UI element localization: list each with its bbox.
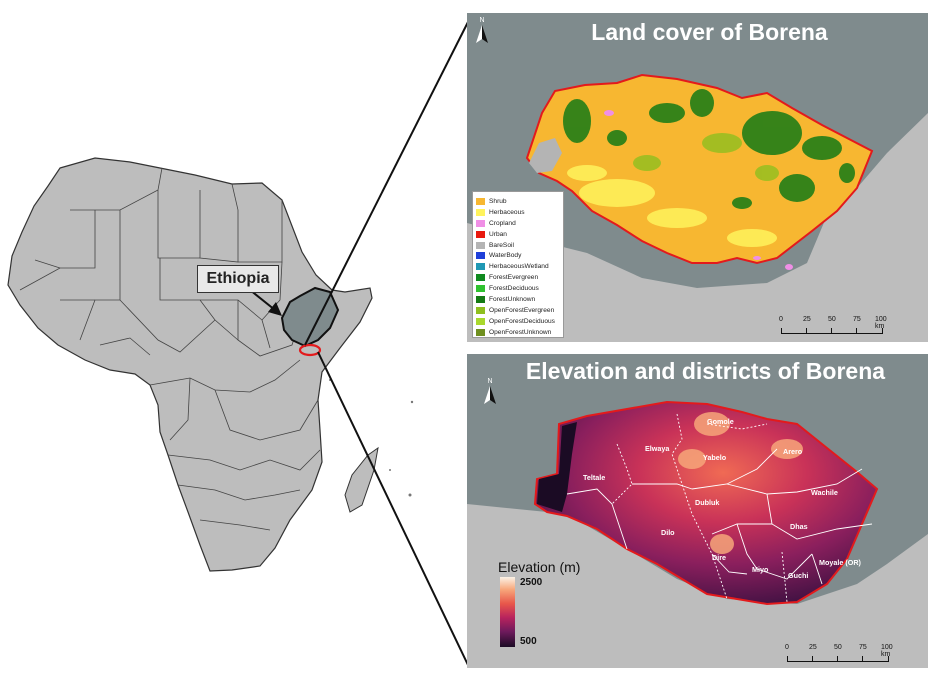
district-label: Arero (783, 447, 803, 456)
colorbar-min-label: 500 (520, 636, 537, 647)
legend-swatch (476, 274, 485, 282)
scale-label: 75 (853, 316, 861, 323)
scale-label: 100 km (881, 644, 893, 658)
zoom-line-bottom (317, 351, 469, 666)
legend-label: OpenForestUnknown (489, 328, 552, 336)
district-label: Teltale (583, 473, 606, 482)
legend-label: WaterBody (489, 252, 522, 260)
borena-study-area (298, 343, 322, 357)
district-label: Elwaya (645, 444, 670, 453)
land-cover-map (467, 73, 928, 342)
legend-label: ForestUnknown (489, 295, 536, 303)
land-cover-legend: Shrub Herbaceous Cropland Urban BareSoil Wate… (472, 191, 564, 338)
legend-swatch (476, 285, 485, 293)
legend-label: Cropland (489, 219, 516, 227)
legend-label: HerbaceousWetland (489, 263, 549, 271)
scale-bar: 0 25 50 75 100 km (785, 644, 897, 666)
elevation-title: Elevation and districts of Borena (525, 358, 886, 384)
district-label: Miyo (752, 565, 769, 574)
district-label: Yabelo (703, 453, 727, 462)
madagascar (344, 446, 379, 513)
legend-label: ForestEvergreen (489, 274, 539, 282)
legend-item: Urban (473, 229, 563, 240)
legend-swatch (476, 263, 485, 271)
legend-swatch (476, 252, 485, 260)
scale-bar: 0 25 50 75 100 km (779, 316, 891, 338)
country-borders (19, 167, 321, 531)
africa-continent (7, 157, 373, 572)
district-label: Dubluk (695, 498, 720, 507)
legend-swatch (476, 317, 485, 325)
district-label: Dilo (661, 528, 675, 537)
district-boundaries (566, 413, 873, 603)
district-label: Guchi (788, 571, 809, 580)
legend-item: BareSoil (473, 240, 563, 251)
ethiopia-country (280, 286, 340, 348)
scale-label: 50 (834, 644, 842, 651)
legend-item: ForestEvergreen (473, 272, 563, 283)
colorbar-max-label: 2500 (520, 577, 543, 588)
legend-swatch (476, 295, 485, 303)
legend-item: OpenForestDeciduous (473, 316, 563, 327)
scale-label: 100 km (875, 316, 887, 330)
legend-label: Shrub (489, 197, 507, 205)
district-label: Moyale (OR) (819, 558, 861, 567)
legend-item: Shrub (473, 196, 563, 207)
legend-item: WaterBody (473, 250, 563, 261)
callout-arrow (249, 289, 276, 311)
elevation-panel: Elevation and districts of Borena N Gomo… (467, 354, 928, 668)
legend-item: HerbaceousWetland (473, 261, 563, 272)
legend-swatch (476, 306, 485, 314)
scale-label: 0 (785, 644, 789, 651)
land-cover-title: Land cover of Borena (591, 19, 828, 45)
legend-swatch (476, 328, 485, 336)
legend-item: OpenForestEvergreen (473, 305, 563, 316)
land-cover-panel: Land cover of Borena N Shrub Herbaceous Cr… (467, 13, 928, 342)
legend-label: Urban (489, 230, 507, 238)
legend-item: Cropland (473, 218, 563, 229)
legend-label: OpenForestEvergreen (489, 306, 555, 314)
legend-label: OpenForestDeciduous (489, 317, 555, 325)
scale-label: 50 (828, 316, 836, 323)
elevation-colorbar (500, 577, 515, 647)
zoom-line-top (304, 21, 469, 346)
legend-swatch (476, 208, 485, 216)
district-label: Dire (712, 553, 726, 562)
district-label: Wachile (811, 488, 838, 497)
scale-label: 25 (809, 644, 817, 651)
scale-label: 25 (803, 316, 811, 323)
district-label: Gomole (707, 417, 734, 426)
legend-swatch (476, 197, 485, 205)
legend-label: BareSoil (489, 241, 514, 249)
north-arrow-icon: N (480, 378, 500, 406)
district-label: Dhas (790, 522, 808, 531)
legend-item: OpenForestUnknown (473, 327, 563, 338)
elevation-map (467, 400, 928, 668)
legend-swatch (476, 219, 485, 227)
legend-swatch (476, 241, 485, 249)
legend-label: Herbaceous (489, 208, 525, 216)
scale-label: 75 (859, 644, 867, 651)
scale-label: 0 (779, 316, 783, 323)
elevation-legend-title: Elevation (m) (498, 559, 581, 575)
legend-item: ForestDeciduous (473, 283, 563, 294)
north-arrow-icon: N (472, 17, 492, 45)
legend-label: ForestDeciduous (489, 285, 539, 293)
legend-item: Herbaceous (473, 207, 563, 218)
legend-item: ForestUnknown (473, 294, 563, 305)
legend-swatch (476, 230, 485, 238)
ethiopia-label: Ethiopia (197, 265, 279, 293)
